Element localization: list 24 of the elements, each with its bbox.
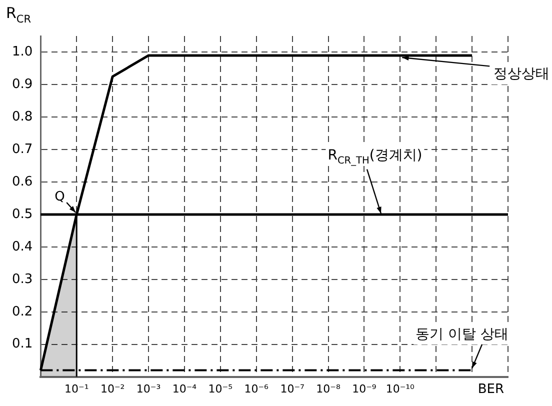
y-tick-label: 0.1 xyxy=(12,336,33,352)
y-tick-label: 0.6 xyxy=(12,174,33,190)
y-tick-label: 0.7 xyxy=(12,142,33,157)
x-tick-label: 10⁻⁶ xyxy=(244,382,270,396)
x-tick-label: 10⁻¹ xyxy=(64,382,89,396)
x-tick-label: 10⁻⁹ xyxy=(352,382,376,396)
y-tick-label: 0.4 xyxy=(12,239,33,254)
x-axis-title: BER xyxy=(478,382,504,397)
y-tick-label: 0.2 xyxy=(12,304,33,320)
y-tick-label: 0.9 xyxy=(12,77,33,92)
x-tick-label: 10⁻² xyxy=(100,382,125,396)
y-tick-label: 0.3 xyxy=(12,272,33,287)
x-tick-label: 10⁻⁴ xyxy=(172,382,198,396)
annotation: Q xyxy=(54,190,65,205)
x-tick-label: 10⁻⁷ xyxy=(280,382,304,396)
y-tick-label: 0.8 xyxy=(12,110,33,125)
ref-line-label: 동기 이탈 상태 xyxy=(416,326,509,342)
y-tick-label: 1.0 xyxy=(12,44,33,60)
x-tick-label: 10⁻³ xyxy=(136,382,161,396)
y-tick-label: 0.5 xyxy=(12,206,33,222)
x-tick-label: 10⁻¹⁰ xyxy=(386,382,416,396)
annotation: 정상상태 xyxy=(494,66,550,82)
x-tick-label: 10⁻⁸ xyxy=(316,382,341,396)
x-tick-label: 10⁻⁵ xyxy=(208,382,233,396)
